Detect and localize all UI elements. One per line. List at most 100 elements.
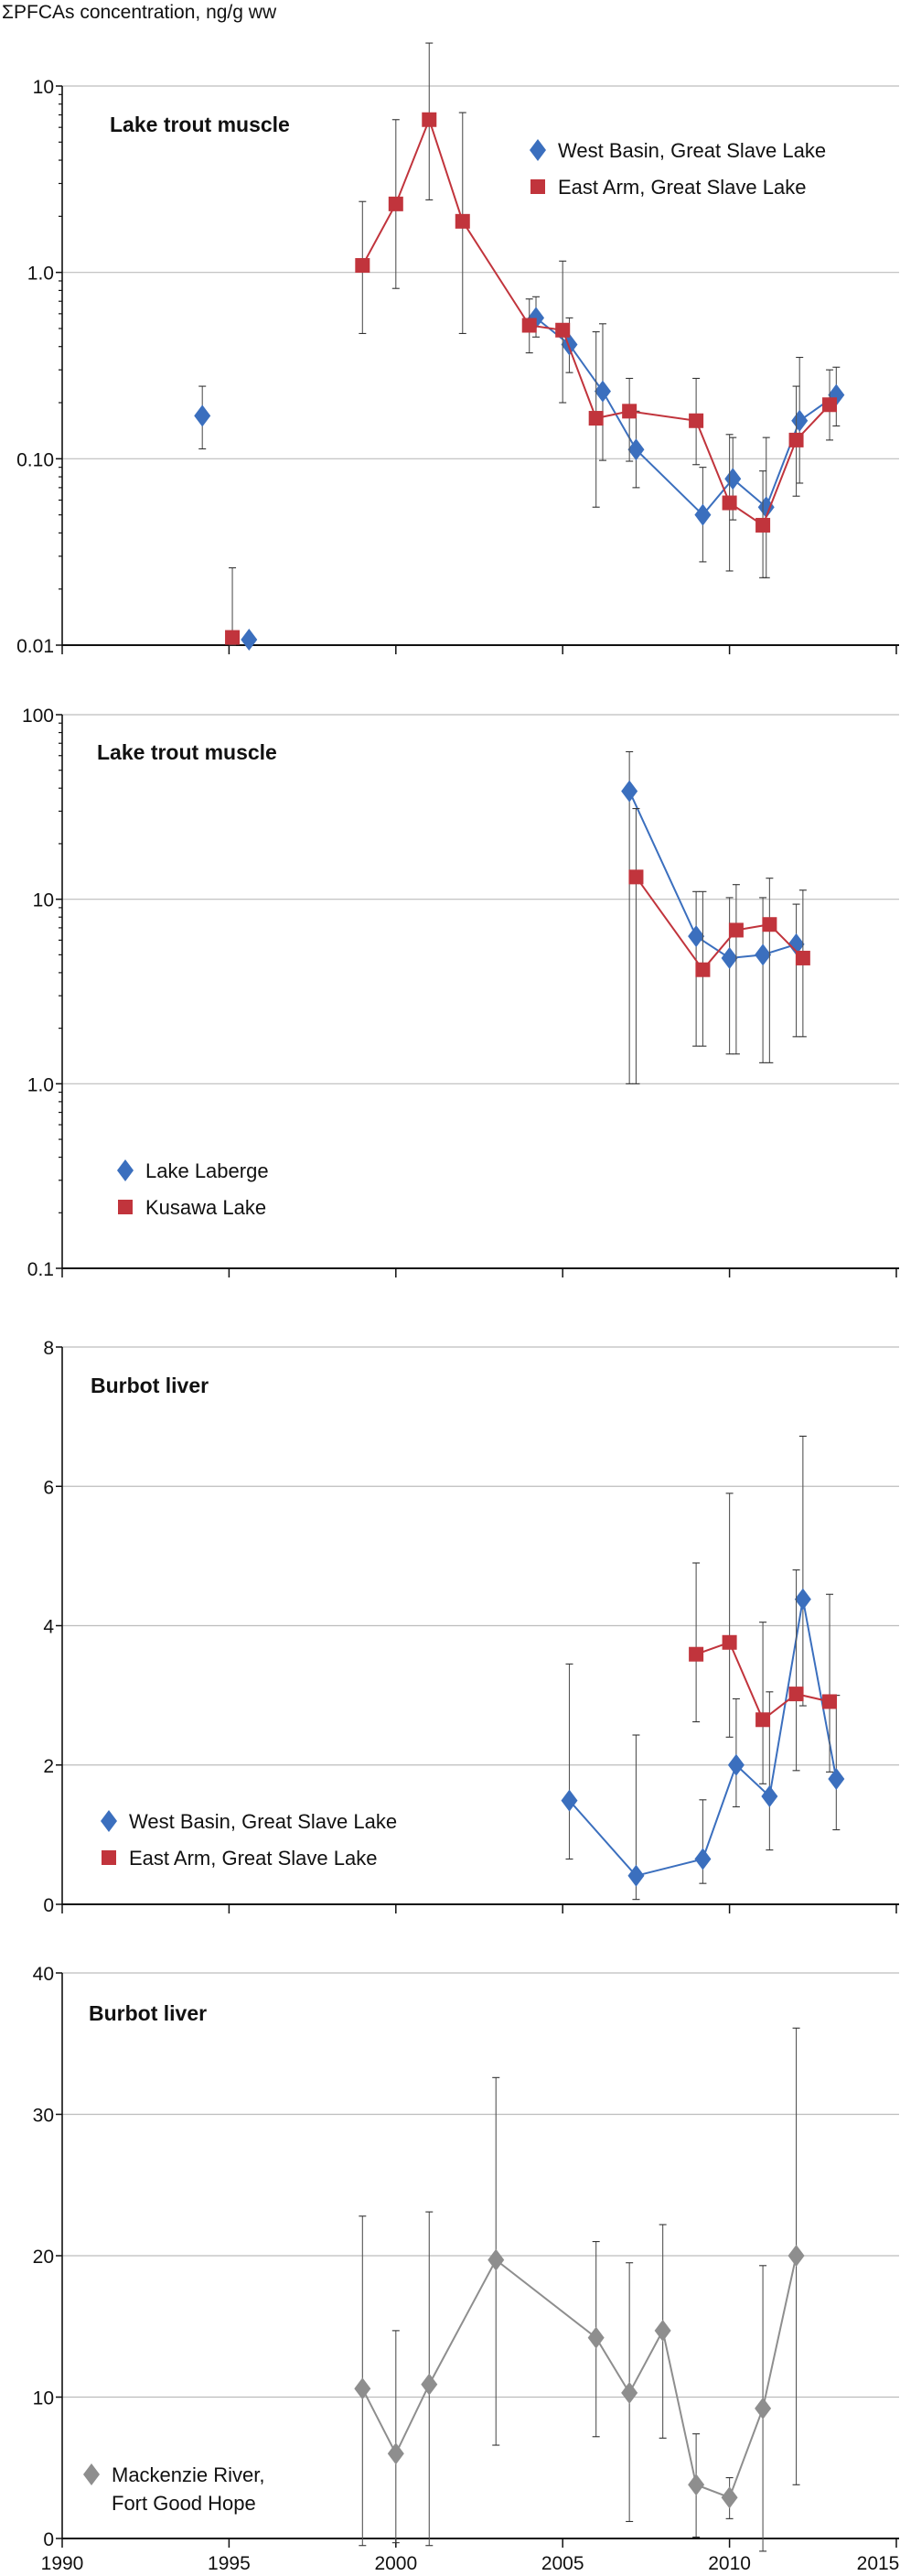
data-point: [757, 496, 775, 519]
data-point: [788, 932, 805, 955]
series-lake-laberge: [621, 750, 805, 1084]
panel-4: 0 10 20 30 40 1990 1995 2000 2005 2010 2015 Burbot …: [33, 1964, 900, 2574]
data-point: [594, 380, 611, 403]
legend-marker: [83, 2463, 100, 2485]
y-tick-label: 40: [33, 1964, 54, 1985]
data-point: [695, 962, 711, 977]
legend-label: West Basin, Great Slave Lake: [129, 1810, 397, 1833]
x-tick-label: 2010: [708, 2553, 751, 2574]
data-point: [387, 2442, 404, 2465]
data-point: [561, 1789, 578, 1812]
data-point: [688, 2474, 705, 2496]
data-point: [721, 946, 738, 969]
data-point: [622, 404, 638, 419]
data-point: [694, 1848, 712, 1870]
data-point: [654, 2319, 671, 2342]
y-tick-label: 1.0: [27, 1074, 54, 1095]
legend-label: Mackenzie River,: [112, 2463, 265, 2486]
data-point: [421, 2373, 438, 2396]
series-kusawa-lake: [628, 808, 810, 1084]
data-point: [689, 1646, 704, 1662]
data-point: [755, 1712, 771, 1728]
data-point: [822, 397, 838, 413]
y-tick-label: 0.10: [16, 449, 54, 470]
data-point: [587, 2326, 605, 2349]
x-tick-label: 1990: [41, 2553, 84, 2574]
legend-label: Kusawa Lake: [145, 1196, 266, 1219]
data-point: [194, 404, 211, 427]
data-point: [422, 112, 437, 127]
y-tick-label: 100: [22, 706, 54, 727]
y-tick-label: 30: [33, 2106, 54, 2127]
panel-title: Burbot liver: [89, 2001, 207, 2025]
y-tick-label: 0: [43, 1895, 54, 1916]
data-point: [828, 1767, 845, 1790]
y-tick-label: 10: [33, 77, 54, 98]
data-point: [722, 1634, 737, 1650]
legend-label: Fort Good Hope: [112, 2492, 256, 2515]
data-point: [621, 2381, 638, 2404]
legend-label: East Arm, Great Slave Lake: [129, 1847, 377, 1870]
data-point: [788, 1687, 804, 1702]
data-point: [722, 495, 737, 511]
data-point: [521, 318, 537, 333]
legend-marker: [118, 1200, 133, 1214]
data-point: [822, 1694, 838, 1709]
panel-1: 0.01 0.10 1.0 10 Lake trout muscle West Basin…: [16, 42, 899, 657]
y-axis-label: ΣPFCAs concentration, ng/g ww: [2, 2, 277, 23]
data-point: [727, 1753, 745, 1776]
panel-title: Lake trout muscle: [97, 740, 277, 764]
data-point: [689, 413, 704, 428]
data-point: [788, 2245, 805, 2267]
data-point: [791, 409, 809, 432]
data-point: [241, 629, 258, 652]
series-west-basin-great-slave-lake: [561, 1435, 845, 1901]
data-point: [795, 950, 810, 965]
data-point: [225, 630, 241, 645]
data-point: [794, 1588, 811, 1611]
series-east-arm-great-slave-lake: [225, 42, 838, 646]
series-line: [535, 317, 837, 517]
legend-marker: [117, 1159, 134, 1181]
data-point: [455, 213, 470, 229]
y-tick-label: 20: [33, 2247, 54, 2268]
series-mackenzie-river-fort-good-hope: [354, 2027, 805, 2552]
x-tick-label: 2005: [541, 2553, 584, 2574]
data-point: [555, 322, 571, 338]
legend-marker: [102, 1850, 116, 1865]
panel-title: Lake trout muscle: [110, 113, 290, 136]
data-point: [627, 438, 645, 461]
data-point: [788, 432, 804, 447]
x-tick-label: 2015: [857, 2553, 900, 2574]
data-point: [688, 925, 705, 948]
data-point: [488, 2248, 505, 2271]
y-tick-label: 6: [43, 1477, 54, 1498]
data-point: [621, 780, 638, 803]
x-tick-label: 2000: [374, 2553, 417, 2574]
y-tick-label: 0: [43, 2529, 54, 2550]
y-tick-label: 0.1: [27, 1259, 54, 1280]
data-point: [628, 869, 644, 885]
legend-marker: [530, 139, 546, 161]
panel-3: 0 2 4 6 8 Burbot liver West Basin, Great Slave…: [43, 1338, 899, 1916]
series-line: [628, 791, 797, 959]
data-point: [724, 468, 742, 490]
data-point: [355, 258, 370, 274]
data-point: [354, 2377, 371, 2400]
data-point: [728, 922, 744, 938]
data-point: [694, 503, 712, 526]
y-tick-label: 1.0: [27, 264, 54, 285]
data-point: [762, 917, 777, 932]
y-tick-label: 2: [43, 1756, 54, 1777]
data-point: [755, 2397, 772, 2420]
series-line: [635, 876, 804, 972]
legend-label: West Basin, Great Slave Lake: [558, 139, 826, 162]
series-west-basin-great-slave-lake: [194, 296, 845, 652]
data-point: [755, 517, 771, 533]
legend-label: Lake Laberge: [145, 1159, 269, 1182]
data-point: [755, 943, 772, 966]
y-tick-label: 8: [43, 1338, 54, 1359]
data-point: [388, 196, 403, 211]
series-east-arm-great-slave-lake: [689, 1493, 838, 1784]
panel-2: 0.1 1.0 10 100 Lake trout muscle Lake Laberge…: [22, 706, 899, 1280]
